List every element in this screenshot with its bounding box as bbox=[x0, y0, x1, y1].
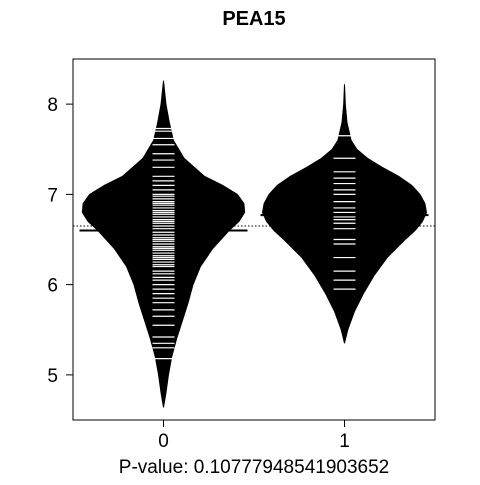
x-tick-label-1: 1 bbox=[339, 431, 350, 452]
y-tick-label-7: 7 bbox=[47, 185, 58, 206]
plot-border bbox=[72, 58, 436, 421]
chart-title: PEA15 bbox=[222, 8, 285, 30]
bean-1 bbox=[261, 84, 428, 344]
y-tick-label-8: 8 bbox=[47, 95, 58, 116]
x-axis-label: P-value: 0.10777948541903652 bbox=[119, 457, 389, 478]
y-tick-label-6: 6 bbox=[47, 276, 58, 297]
plot-area bbox=[73, 80, 435, 408]
y-tick-label-5: 5 bbox=[47, 366, 58, 387]
x-tick-label-0: 0 bbox=[158, 431, 169, 452]
